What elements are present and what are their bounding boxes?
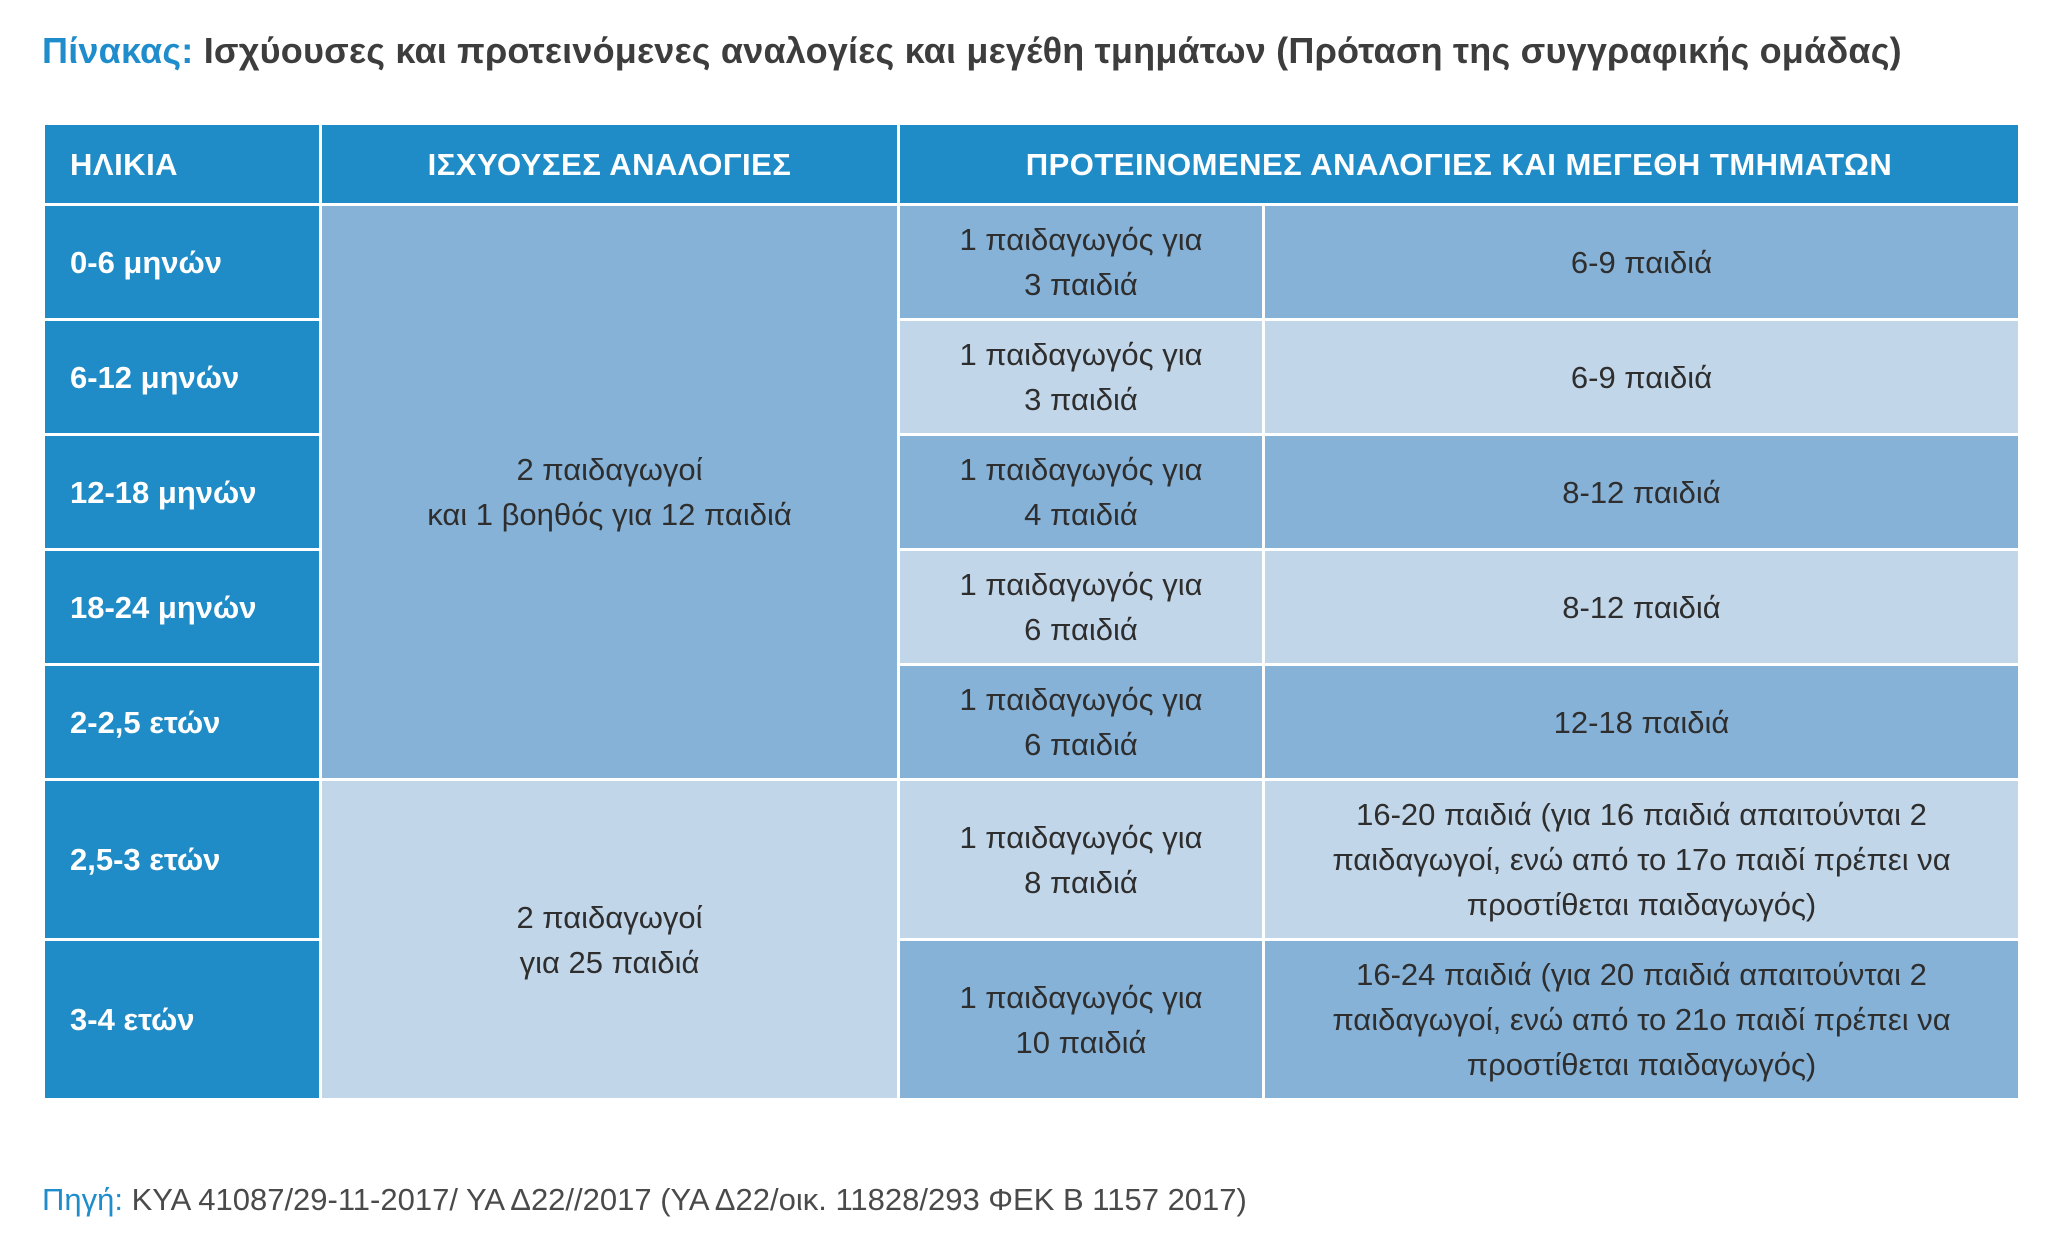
table-row: 3-4 ετών 1 παιδαγωγός για 10 παιδιά 16-2… bbox=[42, 938, 2021, 1101]
header-age: ΗΛΙΚΙΑ bbox=[42, 122, 322, 206]
ratio-line: 3 παιδιά bbox=[1024, 382, 1138, 417]
ratio-line: 1 παιδαγωγός για bbox=[959, 567, 1203, 602]
ratio-line: 4 παιδιά bbox=[1024, 497, 1138, 532]
group-size-cell: 8-12 παιδιά bbox=[1262, 548, 2021, 666]
proposed-ratio-cell: 1 παιδαγωγός για 3 παιδιά bbox=[897, 318, 1265, 436]
header-current: ΙΣΧΥΟΥΣΕΣ ΑΝΑΛΟΓΙΕΣ bbox=[319, 122, 900, 206]
title-text: Ισχύουσες και προτεινόμενες αναλογίες κα… bbox=[203, 30, 1902, 71]
group-size-cell: 16-24 παιδιά (για 20 παιδιά απαιτούνται … bbox=[1262, 938, 2021, 1101]
page-title: Πίνακας: Ισχύουσες και προτεινόμενες ανα… bbox=[42, 30, 1902, 72]
source-text: ΚΥΑ 41087/29-11-2017/ ΥΑ Δ22//2017 (ΥΑ Δ… bbox=[131, 1182, 1247, 1217]
proposed-ratio-cell: 1 παιδαγωγός για 4 παιδιά bbox=[897, 433, 1265, 551]
ratio-line: 3 παιδιά bbox=[1024, 267, 1138, 302]
ratio-line: 8 παιδιά bbox=[1024, 864, 1138, 900]
header-proposed: ΠΡΟΤΕΙΝΟΜΕΝΕΣ ΑΝΑΛΟΓΙΕΣ ΚΑΙ ΜΕΓΕΘΗ ΤΜΗΜΑ… bbox=[897, 122, 2021, 206]
source-prefix: Πηγή: bbox=[42, 1182, 123, 1217]
ratio-line: 1 παιδαγωγός για bbox=[959, 337, 1203, 372]
ratio-line: 10 παιδιά bbox=[1015, 1024, 1147, 1060]
size-line: παιδαγωγοί, ενώ από το 21ο παιδί πρέπει … bbox=[1332, 1002, 1951, 1037]
header-row: ΗΛΙΚΙΑ ΙΣΧΥΟΥΣΕΣ ΑΝΑΛΟΓΙΕΣ ΠΡΟΤΕΙΝΟΜΕΝΕΣ… bbox=[42, 122, 2021, 206]
proposed-ratio-cell: 1 παιδαγωγός για 3 παιδιά bbox=[897, 203, 1265, 321]
proposed-ratio-cell: 1 παιδαγωγός για 8 παιδιά bbox=[897, 778, 1265, 941]
current-ratio-cell: 2 παιδαγωγοί και 1 βοηθός για 12 παιδιά bbox=[319, 203, 900, 781]
group-size-cell: 6-9 παιδιά bbox=[1262, 203, 2021, 321]
table-row: 0-6 μηνών 2 παιδαγωγοί και 1 βοηθός για … bbox=[42, 203, 2021, 781]
size-line: προστίθεται παιδαγωγός) bbox=[1466, 1047, 1817, 1082]
size-line: 16-24 παιδιά (για 20 παιδιά απαιτούνται … bbox=[1356, 957, 1927, 992]
group-size-cell: 16-20 παιδιά (για 16 παιδιά απαιτούνται … bbox=[1262, 778, 2021, 941]
table-row: 6-12 μηνών 1 παιδαγωγός για 3 παιδιά 6-9… bbox=[42, 318, 2021, 436]
ratio-line: 1 παιδαγωγός για bbox=[959, 222, 1203, 257]
ratio-line: 6 παιδιά bbox=[1024, 727, 1138, 762]
current-ratio-line: 2 παιδαγωγοί bbox=[516, 899, 703, 935]
age-cell: 3-4 ετών bbox=[42, 938, 322, 1101]
ratio-line: 1 παιδαγωγός για bbox=[959, 979, 1203, 1015]
ratio-line: 6 παιδιά bbox=[1024, 612, 1138, 647]
table-row: 2-2,5 ετών 1 παιδαγωγός για 6 παιδιά 12-… bbox=[42, 663, 2021, 781]
group-size-cell: 12-18 παιδιά bbox=[1262, 663, 2021, 781]
current-ratio-line: για 25 παιδιά bbox=[519, 944, 700, 980]
proposed-ratio-cell: 1 παιδαγωγός για 10 παιδιά bbox=[897, 938, 1265, 1101]
age-cell: 0-6 μηνών bbox=[42, 203, 322, 321]
group-size-cell: 6-9 παιδιά bbox=[1262, 318, 2021, 436]
ratio-line: 1 παιδαγωγός για bbox=[959, 452, 1203, 487]
age-cell: 12-18 μηνών bbox=[42, 433, 322, 551]
size-line: 16-20 παιδιά (για 16 παιδιά απαιτούνται … bbox=[1356, 797, 1927, 832]
table-row: 18-24 μηνών 1 παιδαγωγός για 6 παιδιά 8-… bbox=[42, 548, 2021, 666]
current-ratio-cell: 2 παιδαγωγοί για 25 παιδιά bbox=[319, 778, 900, 1101]
age-cell: 18-24 μηνών bbox=[42, 548, 322, 666]
table-row: 12-18 μηνών 1 παιδαγωγός για 4 παιδιά 8-… bbox=[42, 433, 2021, 551]
ratio-line: 1 παιδαγωγός για bbox=[959, 819, 1203, 855]
group-size-cell: 8-12 παιδιά bbox=[1262, 433, 2021, 551]
current-ratio-line: 2 παιδαγωγοί bbox=[516, 452, 703, 487]
size-line: προστίθεται παιδαγωγός) bbox=[1466, 887, 1817, 922]
proposed-ratio-cell: 1 παιδαγωγός για 6 παιδιά bbox=[897, 663, 1265, 781]
table-row: 2,5-3 ετών 2 παιδαγωγοί για 25 παιδιά 1 … bbox=[42, 778, 2021, 1101]
title-prefix: Πίνακας: bbox=[42, 30, 194, 71]
age-cell: 2,5-3 ετών bbox=[42, 778, 322, 941]
age-cell: 6-12 μηνών bbox=[42, 318, 322, 436]
current-ratio-line: και 1 βοηθός για 12 παιδιά bbox=[427, 497, 792, 532]
ratio-line: 1 παιδαγωγός για bbox=[959, 682, 1203, 717]
age-cell: 2-2,5 ετών bbox=[42, 663, 322, 781]
size-line: παιδαγωγοί, ενώ από το 17ο παιδί πρέπει … bbox=[1332, 842, 1951, 877]
proposed-ratio-cell: 1 παιδαγωγός για 6 παιδιά bbox=[897, 548, 1265, 666]
ratios-table: ΗΛΙΚΙΑ ΙΣΧΥΟΥΣΕΣ ΑΝΑΛΟΓΙΕΣ ΠΡΟΤΕΙΝΟΜΕΝΕΣ… bbox=[42, 122, 2021, 1101]
source-note: Πηγή: ΚΥΑ 41087/29-11-2017/ ΥΑ Δ22//2017… bbox=[42, 1182, 1247, 1218]
